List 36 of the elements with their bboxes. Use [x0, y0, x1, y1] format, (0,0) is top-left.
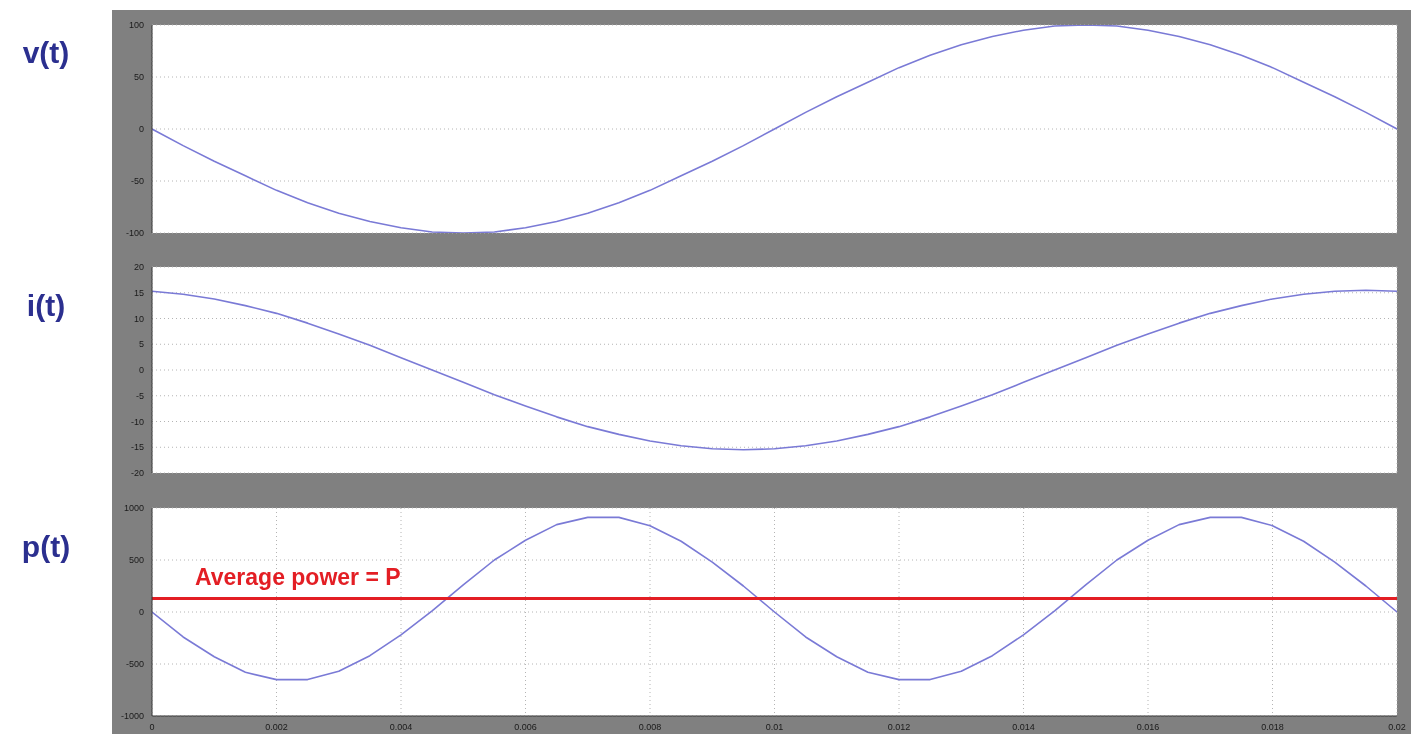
x-tick-label: 0 [149, 722, 155, 733]
y-tick-label: 500 [128, 555, 144, 566]
y-tick-label: -10 [130, 416, 144, 427]
x-tick-label: 0.02 [1388, 722, 1406, 733]
y-tick-label: -5 [135, 390, 144, 401]
y-tick-label: 100 [128, 20, 144, 31]
y-tick-label: 1000 [123, 503, 144, 514]
y-tick-label: 0 [138, 607, 144, 618]
y-axis-title: p(t) [20, 530, 72, 564]
y-tick-label: 15 [133, 287, 144, 298]
ref-line-label: Average power = P [195, 564, 401, 591]
y-tick-label: 50 [133, 72, 144, 83]
y-tick-label: -500 [125, 659, 144, 670]
x-tick-label: 0.004 [389, 722, 413, 733]
x-tick-label: 0.012 [887, 722, 911, 733]
y-tick-label: 10 [133, 313, 144, 324]
x-tick-label: 0.016 [1136, 722, 1160, 733]
y-tick-label: -50 [130, 176, 144, 187]
y-tick-label: -15 [130, 442, 144, 453]
y-axis-title: i(t) [25, 289, 67, 323]
line-series [152, 289, 1397, 451]
y-tick-label: -1000 [120, 711, 144, 722]
y-tick-label: 20 [133, 262, 144, 273]
y-tick-label: 0 [138, 365, 144, 376]
x-tick-label: 0.006 [514, 722, 537, 733]
y-tick-label: -100 [125, 228, 144, 239]
line-series [152, 516, 1397, 681]
y-tick-label: 5 [138, 339, 144, 350]
x-tick-label: 0.002 [265, 722, 288, 733]
x-tick-label: 0.014 [1012, 722, 1035, 733]
x-tick-label: 0.008 [638, 722, 662, 733]
y-tick-label: -20 [130, 468, 144, 479]
x-tick-label: 0.018 [1261, 722, 1284, 733]
y-tick-label: 0 [138, 124, 144, 135]
y-axis-title: v(t) [21, 36, 71, 70]
x-tick-label: 0.01 [765, 722, 784, 733]
